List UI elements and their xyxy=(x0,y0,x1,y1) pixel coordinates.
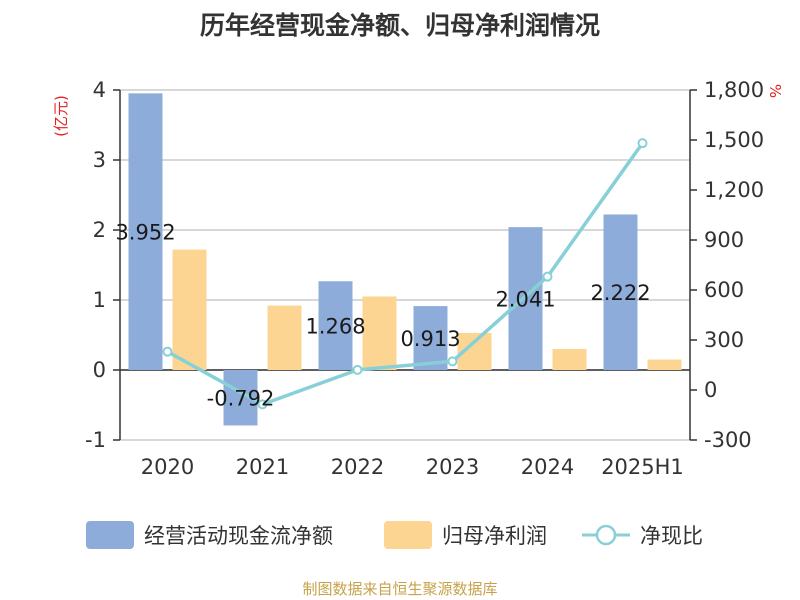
cash-flow-bar xyxy=(318,281,353,370)
x-tick-label: 2023 xyxy=(426,455,479,479)
x-tick-label: 2024 xyxy=(521,455,574,479)
left-axis-unit: (亿元) xyxy=(52,95,70,137)
right-tick-label: 1,800 xyxy=(704,78,764,102)
x-tick-label: 2021 xyxy=(236,455,289,479)
cash-flow-bar xyxy=(413,306,448,370)
x-tick-label: 2025H1 xyxy=(601,455,684,479)
cash-flow-bar xyxy=(603,214,638,370)
legend-swatch-net-profit xyxy=(384,521,432,549)
ratio-series-line xyxy=(166,142,644,407)
legend-label-net-profit: 归母净利润 xyxy=(442,524,547,548)
ratio-point xyxy=(637,138,648,149)
data-label: 3.952 xyxy=(115,221,175,245)
ratio-point xyxy=(352,364,363,375)
ratio-point xyxy=(447,356,458,367)
right-tick-label: 600 xyxy=(704,278,744,302)
data-label: 1.268 xyxy=(305,315,365,339)
ratio-point xyxy=(162,346,173,357)
net-profit-bar xyxy=(552,349,587,370)
right-tick-label: -300 xyxy=(704,428,752,452)
left-tick-label: 3 xyxy=(93,148,106,172)
data-labels: 3.952 -0.792 1.268 0.913 2.041 2.222 xyxy=(115,221,650,411)
right-tick-label: 300 xyxy=(704,328,744,352)
left-tick-label: 4 xyxy=(93,78,106,102)
data-label: 0.913 xyxy=(400,327,460,351)
left-tick-label: 2 xyxy=(93,218,106,242)
net-profit-bar xyxy=(647,359,682,370)
axes: -1 0 1 2 3 4 -300 0 300 600 900 1,200 1,500 1,800 (亿元)… xyxy=(52,78,784,479)
ratio-line xyxy=(162,138,648,410)
legend: 经营活动现金流净额 归母净利润 净现比 xyxy=(86,521,703,549)
legend-label-ratio: 净现比 xyxy=(640,524,703,548)
legend-swatch-cash-flow xyxy=(86,521,134,549)
net-profit-bar xyxy=(172,249,207,370)
ratio-point xyxy=(257,399,268,410)
right-tick-label: 1,200 xyxy=(704,178,764,202)
legend-marker-ratio xyxy=(595,524,617,546)
data-label: 2.222 xyxy=(590,281,650,305)
chart-title: 历年经营现金净额、归母净利润情况 xyxy=(199,11,600,40)
left-tick-label: 0 xyxy=(93,358,106,382)
x-tick-label: 2020 xyxy=(141,455,194,479)
legend-label-cash-flow: 经营活动现金流净额 xyxy=(144,524,333,548)
x-tick-label: 2022 xyxy=(331,455,384,479)
right-tick-label: 1,500 xyxy=(704,128,764,152)
net-profit-bar xyxy=(267,305,302,370)
left-tick-label: 1 xyxy=(93,288,106,312)
data-label: -0.792 xyxy=(207,387,275,411)
left-tick-label: -1 xyxy=(85,428,106,452)
right-tick-label: 0 xyxy=(704,378,717,402)
net-profit-bar xyxy=(362,296,397,370)
right-axis-unit: % xyxy=(766,84,784,98)
source-note: 制图数据来自恒生聚源数据库 xyxy=(302,580,498,598)
right-tick-label: 900 xyxy=(704,228,744,252)
ratio-point xyxy=(542,271,553,282)
cash-flow-bar xyxy=(128,93,163,371)
data-label: 2.041 xyxy=(495,288,555,312)
